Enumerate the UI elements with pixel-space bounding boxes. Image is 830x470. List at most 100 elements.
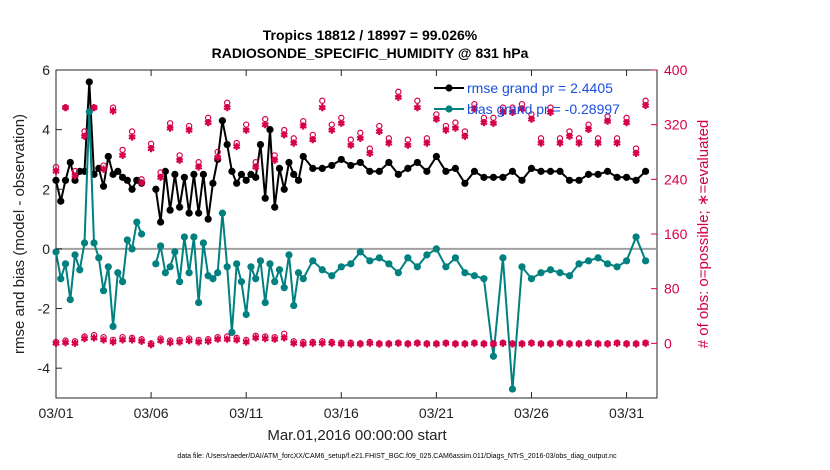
bias-point xyxy=(214,269,222,277)
rmse-point xyxy=(299,152,307,161)
x-tick-label: 03/26 xyxy=(514,405,549,421)
bias-point xyxy=(404,254,412,262)
obs-evaluated-marker xyxy=(309,136,317,144)
obs-evaluated-marker xyxy=(99,165,108,173)
obs-evaluated-marker xyxy=(356,134,364,142)
bias-point xyxy=(218,209,227,217)
obs-evaluated-marker xyxy=(489,119,498,127)
bias-point xyxy=(413,263,421,271)
obs-evaluated-marker xyxy=(347,141,355,149)
obs-evaluated-marker xyxy=(166,124,174,132)
obs-evaluated-low-marker xyxy=(575,340,583,348)
bias-point xyxy=(90,239,98,247)
bias-point xyxy=(128,245,136,253)
obs-evaluated-marker xyxy=(603,117,612,125)
obs-evaluated-marker xyxy=(470,105,479,113)
bias-point xyxy=(271,278,279,286)
obs-evaluated-low-marker xyxy=(375,340,383,348)
x-tick-label: 03/06 xyxy=(134,405,169,421)
rmse-point xyxy=(195,209,203,217)
bias-point xyxy=(52,248,60,256)
bias-point xyxy=(489,352,498,360)
obs-evaluated-low-marker xyxy=(527,339,536,347)
rmse-point xyxy=(508,167,517,175)
obs-evaluated-low-marker xyxy=(156,337,165,345)
obs-evaluated-marker xyxy=(442,126,450,134)
rmse-point xyxy=(204,215,212,223)
bias-point xyxy=(256,257,265,265)
bias-point xyxy=(537,269,545,277)
rmse-point xyxy=(622,173,631,181)
obs-evaluated-marker xyxy=(280,131,288,139)
legend-bias-marker xyxy=(445,105,453,113)
rmse-series xyxy=(52,78,650,226)
obs-evaluated-marker xyxy=(451,124,460,132)
bias-point xyxy=(556,269,564,277)
rmse-point xyxy=(451,164,459,172)
obs-evaluated-low-marker xyxy=(52,339,60,347)
obs-evaluated-marker xyxy=(175,156,184,164)
bias-point xyxy=(99,287,108,295)
bias-point xyxy=(432,245,440,253)
bias-point xyxy=(242,310,250,319)
bias-point xyxy=(480,275,488,283)
y-right-tick-label: 320 xyxy=(664,117,688,133)
bias-point xyxy=(622,257,631,265)
obs-evaluated-low-marker xyxy=(99,336,108,344)
obs-evaluated-low-marker xyxy=(185,337,193,345)
obs-evaluated-low-marker xyxy=(499,339,507,347)
rmse-point xyxy=(537,167,545,175)
obs-evaluated-low-marker xyxy=(546,340,555,348)
rmse-point xyxy=(99,182,108,190)
rmse-point xyxy=(199,170,207,178)
y-right-tick-label: 0 xyxy=(664,335,672,351)
bias-point xyxy=(61,260,70,268)
obs-evaluated-low-marker xyxy=(451,340,460,348)
obs-evaluated-low-marker xyxy=(223,335,231,343)
rmse-point xyxy=(157,218,165,226)
bias-point xyxy=(275,266,284,274)
obs-evaluated-low-marker xyxy=(118,336,127,344)
x-axis-label: Mar.01,2016 00:00:00 start xyxy=(267,427,447,444)
rmse-point xyxy=(423,167,431,175)
bias-point xyxy=(337,263,345,271)
bias-point xyxy=(527,275,536,283)
bias-point xyxy=(294,269,303,277)
rmse-point xyxy=(290,170,298,178)
rmse-point xyxy=(252,173,260,181)
bias-point xyxy=(185,269,193,277)
rmse-point xyxy=(489,173,498,181)
obs-evaluated-low-marker xyxy=(394,339,403,347)
bias-point xyxy=(328,272,336,280)
obs-evaluated-marker xyxy=(366,149,374,157)
obs-evaluated-low-marker xyxy=(90,334,98,342)
rmse-point xyxy=(603,167,612,175)
obs-evaluated-marker xyxy=(80,132,89,140)
bias-point xyxy=(499,254,507,262)
rmse-point xyxy=(584,170,593,178)
bias-point xyxy=(356,248,364,256)
obs-possible-marker xyxy=(414,97,421,104)
bias-point xyxy=(157,242,165,250)
rmse-point xyxy=(442,167,450,175)
obs-evaluated-marker xyxy=(61,104,70,112)
obs-evaluated-low-marker xyxy=(413,339,422,347)
bias-point xyxy=(109,322,117,331)
bias-point xyxy=(209,275,217,283)
rmse-point xyxy=(518,176,526,184)
obs-evaluated-low-marker xyxy=(565,340,574,348)
y-right-tick-label: 160 xyxy=(664,226,688,242)
bias-point xyxy=(423,251,431,259)
axes-box xyxy=(55,69,658,399)
obs-evaluated-low-marker xyxy=(537,340,545,348)
bias-point xyxy=(176,278,184,286)
obs-evaluated-low-marker xyxy=(252,334,260,342)
obs-evaluated-low-marker xyxy=(461,340,469,348)
x-tick-label: 03/01 xyxy=(38,405,73,421)
rmse-point xyxy=(356,158,364,167)
obs-evaluated-low-marker xyxy=(584,339,593,347)
bias-point xyxy=(252,275,260,283)
rmse-point xyxy=(527,164,536,172)
obs-evaluated-low-series xyxy=(52,334,650,349)
rmse-point xyxy=(209,179,217,187)
